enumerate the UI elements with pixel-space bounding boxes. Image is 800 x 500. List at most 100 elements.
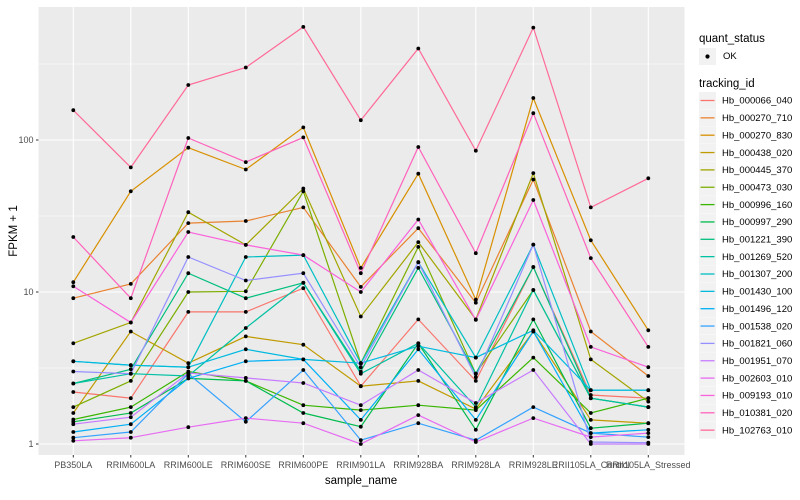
data-point — [473, 427, 478, 432]
data-point — [531, 25, 536, 30]
legend-item-label: Hb_001951_070 — [722, 356, 792, 367]
data-point — [531, 317, 536, 322]
data-point — [588, 329, 593, 334]
data-point — [588, 205, 593, 210]
y-tick-label: 1 — [28, 439, 33, 449]
data-point — [128, 282, 133, 286]
data-point — [416, 226, 421, 231]
legend-item-label: Hb_001269_520 — [722, 252, 792, 263]
data-point — [71, 381, 76, 386]
data-point — [71, 369, 76, 374]
data-point — [646, 427, 651, 432]
data-point — [128, 435, 133, 440]
x-tick-label: RRIM600PE — [278, 460, 328, 470]
data-point — [358, 403, 363, 408]
data-point — [646, 328, 651, 333]
legend-item-label: Hb_002603_010 — [722, 373, 792, 384]
data-point — [71, 296, 76, 301]
legend-item-label: Hb_000996_160 — [722, 200, 792, 211]
legend-item-label: Hb_001538_020 — [722, 321, 792, 332]
data-point — [243, 160, 248, 165]
data-point — [473, 379, 478, 383]
legend-item-label: Hb_010381_020 — [722, 408, 792, 419]
data-point — [416, 347, 421, 352]
y-tick-label: 100 — [18, 135, 33, 145]
data-point — [128, 396, 133, 401]
data-point — [358, 438, 363, 443]
data-point — [531, 265, 536, 269]
data-point — [128, 371, 133, 376]
data-point — [358, 361, 363, 366]
data-point — [301, 135, 306, 140]
data-point — [588, 345, 593, 349]
data-point — [416, 266, 421, 270]
legend-item-label: Hb_000997_290 — [722, 217, 792, 228]
data-point — [416, 344, 421, 349]
data-point — [473, 405, 478, 409]
data-point — [588, 388, 593, 393]
data-point — [416, 145, 421, 149]
data-point — [473, 418, 478, 422]
data-point — [358, 442, 363, 446]
data-point — [71, 108, 76, 113]
data-point — [358, 285, 363, 289]
data-point — [301, 253, 306, 257]
data-point — [186, 271, 191, 276]
data-point — [473, 251, 478, 256]
data-point — [588, 411, 593, 415]
data-point — [128, 430, 133, 434]
data-point — [243, 359, 248, 364]
data-point — [243, 296, 248, 301]
data-point — [646, 396, 651, 401]
data-point — [243, 326, 248, 330]
data-point — [473, 148, 478, 153]
data-point — [473, 401, 478, 405]
data-point — [416, 317, 421, 322]
data-point — [358, 118, 363, 123]
x-tick-label: RRIM901LA — [336, 460, 385, 470]
data-point — [186, 361, 191, 366]
data-point — [186, 310, 191, 314]
data-point — [301, 205, 306, 210]
data-point — [358, 365, 363, 370]
data-point — [128, 405, 133, 409]
data-point — [71, 284, 76, 289]
y-axis-title: FPKM + 1 — [8, 205, 20, 257]
data-point — [243, 167, 248, 172]
data-point — [588, 238, 593, 243]
data-point — [588, 435, 593, 439]
data-point — [416, 217, 421, 222]
data-point — [186, 425, 191, 430]
x-axis-title: sample_name — [324, 475, 398, 487]
x-tick-label: RRIM600LA — [106, 460, 155, 470]
data-point — [358, 408, 363, 412]
x-tick-label: RRIM928LA — [451, 460, 500, 470]
data-point — [71, 430, 76, 434]
data-point — [646, 365, 651, 370]
data-point — [243, 419, 248, 424]
x-tick-label: RRIM928BA — [393, 460, 443, 470]
data-point — [301, 421, 306, 426]
data-point — [71, 405, 76, 409]
data-point — [243, 255, 248, 259]
data-point — [646, 345, 651, 349]
data-point — [358, 418, 363, 422]
data-point — [128, 329, 133, 334]
data-point — [71, 411, 76, 415]
data-point — [646, 431, 651, 435]
data-point — [416, 413, 421, 417]
x-tick-label: RRII105LA_Stressed — [606, 460, 691, 470]
data-point — [186, 371, 191, 375]
data-point — [416, 245, 421, 249]
data-point — [128, 415, 133, 420]
y-tick-label: 10 — [23, 287, 33, 297]
legend-item-label: Hb_001307_200 — [722, 269, 792, 280]
data-point — [186, 136, 191, 140]
data-point — [301, 411, 306, 415]
data-point — [588, 256, 593, 260]
data-point — [646, 405, 651, 409]
data-point — [416, 403, 421, 408]
data-point — [243, 65, 248, 70]
data-point — [301, 342, 306, 347]
data-point — [301, 403, 306, 408]
